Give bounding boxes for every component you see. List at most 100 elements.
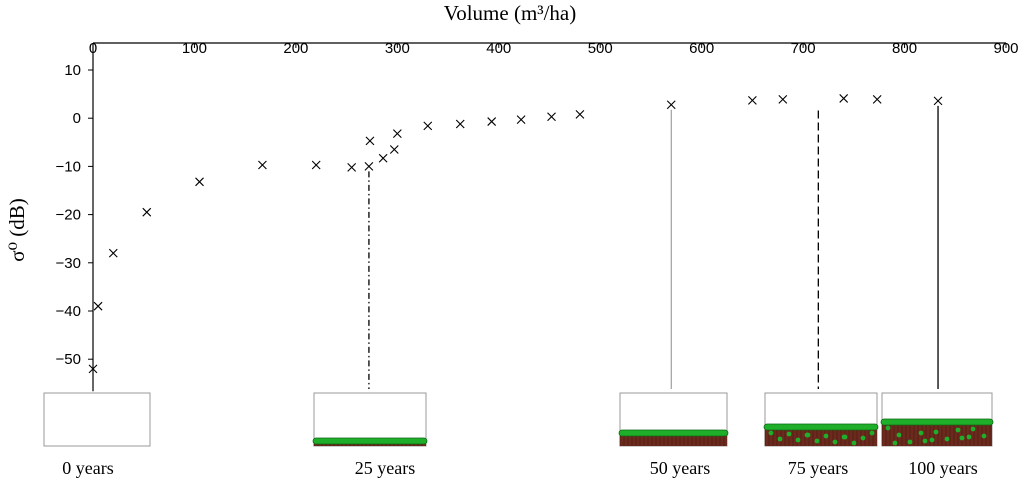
- canopy-leaf: [777, 436, 783, 442]
- y-tick-label: −30: [56, 255, 81, 272]
- stand-canopy: [763, 423, 879, 431]
- point-stroke: [365, 136, 375, 146]
- point-stroke: [455, 119, 465, 129]
- data-points: [88, 94, 943, 374]
- data-point: [365, 136, 375, 146]
- point-stroke: [933, 96, 943, 106]
- canopy-leaf: [804, 432, 810, 438]
- y-tick-label: −50: [56, 351, 81, 368]
- data-point: [933, 96, 943, 106]
- point-stroke: [142, 207, 152, 217]
- canopy-leaf: [929, 437, 935, 443]
- canopy-leaf: [896, 432, 902, 438]
- y-tick-label: −10: [56, 158, 81, 175]
- stand-label: 100 years: [908, 458, 977, 478]
- canopy-leaf: [955, 427, 961, 433]
- data-point: [108, 248, 118, 258]
- canopy-leaf: [970, 426, 976, 432]
- x-tick-label: 100: [182, 40, 207, 57]
- point-stroke: [748, 95, 757, 105]
- stand-label: 0 years: [62, 458, 113, 478]
- data-point: [748, 95, 757, 105]
- data-point: [547, 112, 556, 122]
- stand-canopy: [312, 437, 428, 445]
- data-point: [378, 153, 388, 163]
- data-point: [778, 95, 788, 104]
- stand-canopy: [618, 429, 729, 437]
- stand-label: 50 years: [650, 458, 710, 478]
- stand-label: 75 years: [788, 458, 848, 478]
- canopy-leaf: [885, 425, 891, 431]
- stand-box: [43, 392, 151, 447]
- point-stroke: [389, 145, 399, 154]
- point-stroke: [347, 162, 357, 172]
- x-tick-label: 200: [283, 40, 308, 57]
- canopy-leaf: [922, 438, 928, 444]
- x-tick-label: 400: [486, 40, 511, 57]
- canopy-leaf: [768, 430, 774, 436]
- canopy-leaf: [786, 431, 792, 437]
- data-point: [93, 301, 103, 311]
- canopy-leaf: [832, 439, 838, 445]
- y-tick-label: 0: [73, 110, 81, 127]
- point-stroke: [93, 301, 103, 311]
- stand-canopy: [880, 418, 994, 426]
- point-stroke: [195, 177, 204, 187]
- canopy-leaf: [892, 440, 898, 446]
- y-tick-label: 10: [64, 62, 81, 79]
- point-stroke: [88, 364, 98, 374]
- point-stroke: [258, 160, 267, 170]
- point-stroke: [423, 121, 433, 131]
- data-point: [575, 109, 585, 119]
- point-stroke: [872, 95, 882, 104]
- point-stroke: [378, 153, 388, 163]
- data-point: [142, 207, 152, 217]
- canopy-leaf: [869, 430, 875, 436]
- data-point: [258, 160, 267, 170]
- x-tick-label: 300: [385, 40, 410, 57]
- data-point: [516, 115, 526, 125]
- canopy-leaf: [944, 436, 950, 442]
- canopy-leaf: [959, 435, 965, 441]
- x-tick-label: 900: [993, 40, 1018, 57]
- stand-box: [313, 392, 427, 447]
- point-stroke: [392, 129, 402, 139]
- data-point: [487, 117, 497, 126]
- data-point: [872, 95, 882, 104]
- data-point: [347, 162, 357, 172]
- point-stroke: [364, 162, 374, 171]
- canopy-leaf: [823, 433, 829, 439]
- point-stroke: [311, 160, 321, 170]
- x-tick-label: 700: [791, 40, 816, 57]
- point-stroke: [547, 112, 556, 122]
- data-point: [839, 94, 849, 103]
- x-tick-label: 500: [588, 40, 613, 57]
- stand-label: 25 years: [355, 458, 415, 478]
- canopy-leaf: [860, 435, 866, 441]
- point-stroke: [487, 117, 497, 126]
- y-tick-label: −20: [56, 207, 81, 224]
- canopy-leaf: [814, 438, 820, 444]
- x-ticks: 0 100 200 300 400 500 600 700 800 900: [89, 40, 1019, 57]
- canopy-leaf: [981, 433, 987, 439]
- canopy-leaf: [966, 434, 972, 440]
- canopy-leaf: [907, 439, 913, 445]
- data-point: [389, 145, 399, 154]
- canopy-leaf: [795, 437, 801, 443]
- y-ticks: 10 0 −10 −20 −30 −40 −50: [56, 62, 93, 368]
- axes: [92, 42, 1006, 392]
- point-stroke: [839, 94, 849, 103]
- data-point: [423, 121, 433, 131]
- x-tick-label: 0: [89, 40, 97, 57]
- y-axis-label: σ⁰ (dB): [5, 198, 29, 261]
- stand-markers: 0 years 25 years 50 years 75 years 100 years: [43, 105, 994, 478]
- canopy-leaf: [851, 440, 857, 446]
- canopy-leaf: [918, 430, 924, 436]
- data-point: [88, 364, 98, 374]
- point-stroke: [516, 115, 526, 125]
- point-stroke: [575, 109, 585, 119]
- canopy-leaf: [933, 429, 939, 435]
- point-stroke: [108, 248, 118, 258]
- data-point: [311, 160, 321, 170]
